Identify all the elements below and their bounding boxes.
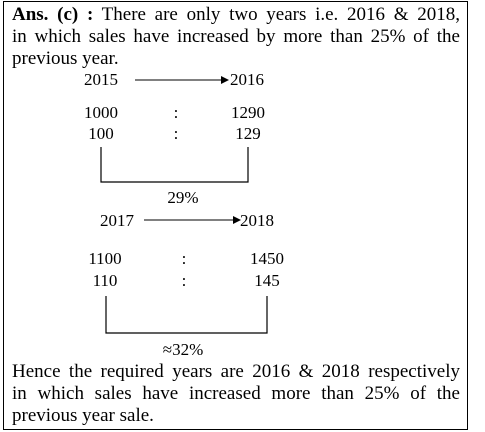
- answer-line-3: previous year.: [12, 48, 119, 69]
- value-100: 100: [88, 124, 114, 143]
- value-1100: 1100: [88, 249, 122, 268]
- answer-label: Ans. (c) :: [12, 4, 94, 25]
- growth-result-1: 29%: [167, 188, 199, 207]
- bracket-1: [100, 147, 249, 183]
- year-2017: 2017: [100, 211, 134, 230]
- conclusion-line-1: Hence the required years are 2016 & 2018…: [12, 361, 460, 382]
- ratio-colon: :: [181, 249, 187, 268]
- answer-box: [3, 1, 468, 430]
- answer-line-1: Ans. (c) : There are only two years i.e.…: [12, 4, 460, 26]
- year-2016: 2016: [230, 70, 264, 89]
- ratio-colon: :: [173, 103, 179, 122]
- ratio-colon: :: [181, 271, 187, 290]
- value-145: 145: [254, 271, 280, 290]
- conclusion-paragraph: Hence the required years are 2016 & 2018…: [12, 361, 460, 427]
- value-1000: 1000: [84, 103, 118, 122]
- answer-paragraph: Ans. (c) : There are only two years i.e.…: [12, 4, 460, 70]
- value-129: 129: [235, 124, 261, 143]
- bracket-2: [105, 296, 268, 334]
- answer-line-1-text: There are only two years i.e. 2016 & 201…: [101, 4, 460, 25]
- conclusion-line-3: previous year sale.: [12, 405, 154, 426]
- ratio-colon: :: [173, 124, 179, 143]
- growth-result-2: ≈32%: [162, 340, 204, 359]
- year-2015: 2015: [84, 70, 118, 89]
- answer-line-2: in which sales have increased by more th…: [12, 26, 460, 47]
- value-1290: 1290: [231, 103, 265, 122]
- value-1450: 1450: [250, 249, 284, 268]
- value-110: 110: [92, 271, 118, 290]
- conclusion-line-2: in which sales have increased more than …: [12, 383, 460, 404]
- year-2018: 2018: [240, 211, 274, 230]
